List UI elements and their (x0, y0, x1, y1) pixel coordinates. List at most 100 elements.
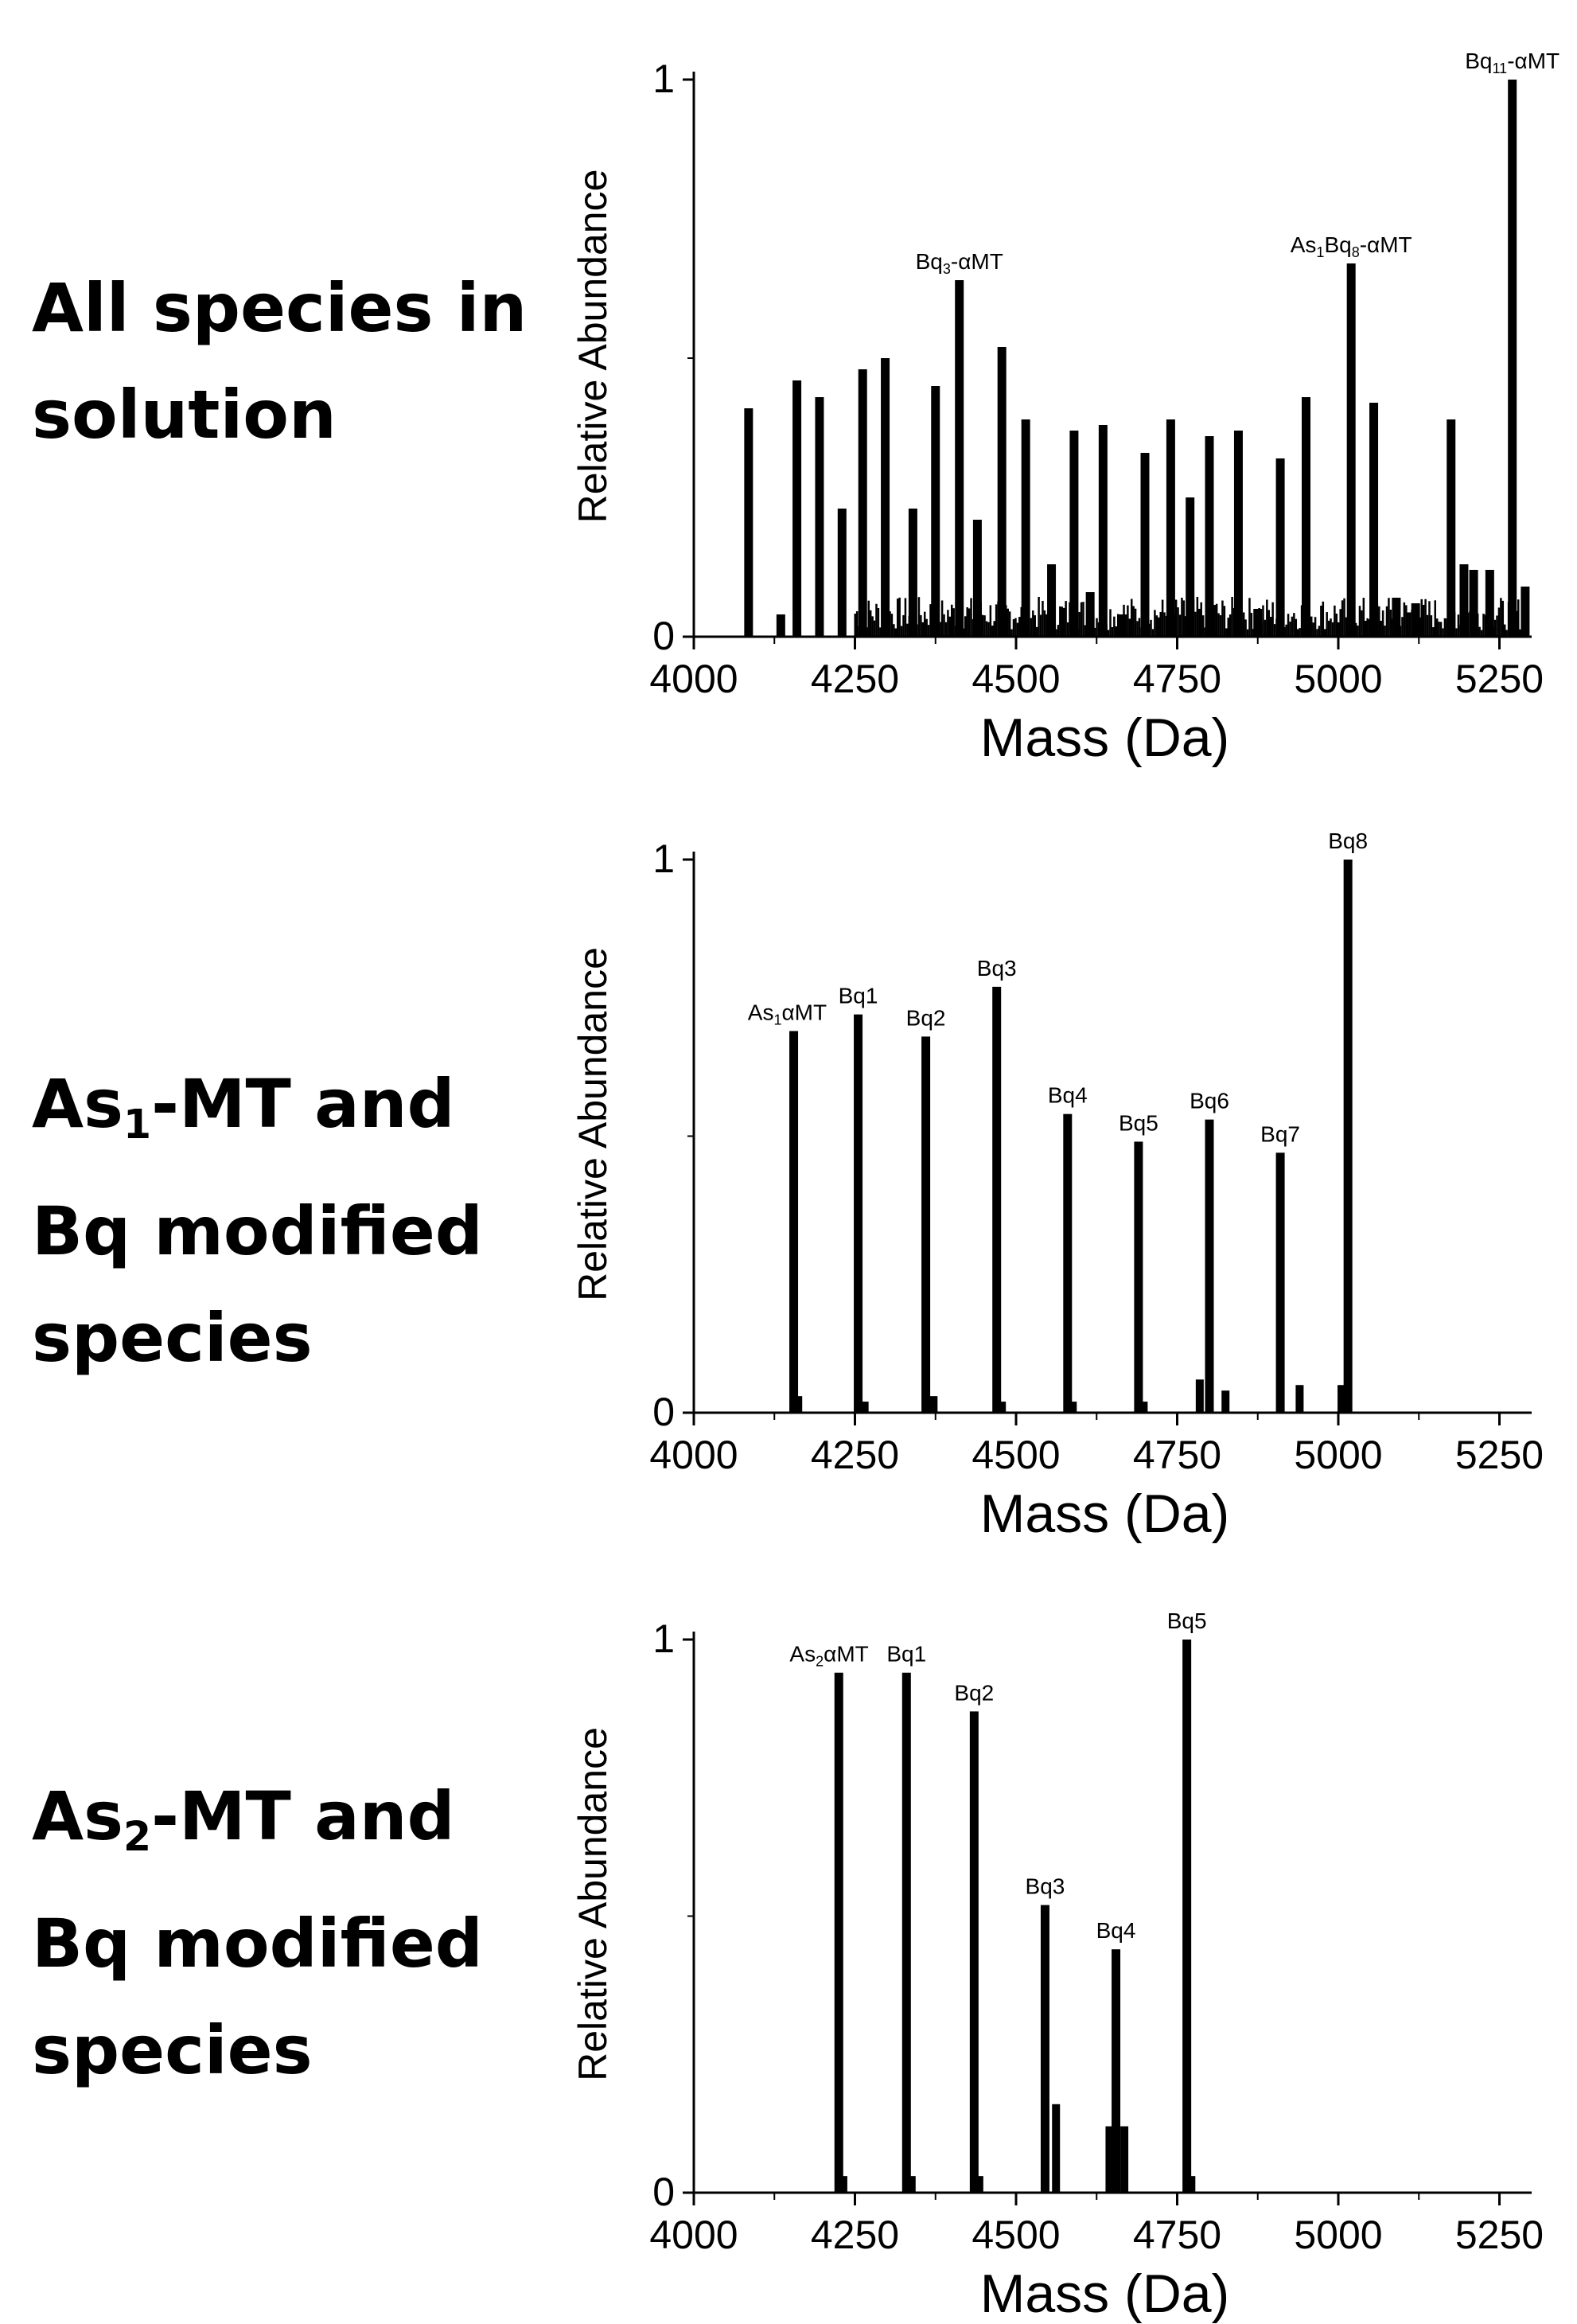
peak-bar (997, 347, 1007, 637)
noise-mark (869, 610, 872, 637)
minor-peak (975, 2176, 983, 2193)
noise-mark (1043, 610, 1046, 637)
noise-mark (1219, 614, 1222, 637)
x-tick-label: 4750 (1133, 2213, 1221, 2257)
noise-mark (902, 614, 905, 637)
noise-mark (1242, 612, 1245, 637)
noise-mark (1136, 621, 1139, 637)
noise-mark (1198, 608, 1201, 637)
peak-label: Bq2 (906, 1005, 946, 1030)
peak-label-text: Bq (1465, 49, 1492, 73)
peak-bar (1346, 263, 1356, 637)
noise-mark (1138, 618, 1141, 637)
peak-label-sub: 1 (1316, 244, 1324, 260)
peak-bar (1233, 431, 1243, 637)
noise-mark (1150, 619, 1152, 637)
noise-mark (995, 604, 998, 637)
peak-label-text: Bq5 (1119, 1110, 1158, 1135)
peak-bar (837, 509, 847, 637)
minor-peak (1221, 1390, 1230, 1413)
noise-mark (1496, 615, 1498, 637)
noise-mark (904, 598, 907, 637)
chart-1: 4000 4250 4500 4750 5000 5250 0 1 Mass (Da) Relat… (570, 49, 1559, 768)
x-tick-label: 4500 (972, 1433, 1060, 1477)
noise-mark (952, 608, 955, 637)
noise-mark (964, 616, 967, 637)
peak-label: Bq5 (1119, 1110, 1158, 1135)
minor-peak (1338, 1385, 1346, 1413)
peak-label: Bq3 (1026, 1874, 1065, 1899)
peak-bar (1047, 564, 1057, 637)
x-axis-title: Mass (Da) (980, 2264, 1230, 2324)
noise-mark (1012, 619, 1015, 637)
noise-mark (1403, 602, 1406, 637)
y-axis-title: Relative Abundance (570, 1727, 615, 2081)
noise-mark (1078, 612, 1081, 637)
noise-mark (1365, 621, 1367, 637)
peak-label: Bq7 (1260, 1121, 1300, 1146)
panel-label-line: As1-MT and (32, 1065, 455, 1148)
noise-mark (1010, 629, 1013, 637)
noise-mark (1480, 630, 1483, 637)
y-tick-label: 0 (652, 2170, 675, 2214)
noise-mark (1405, 605, 1408, 637)
minor-peak (1120, 2126, 1129, 2193)
noise-mark (923, 611, 926, 637)
peak-label-text: Bq1 (839, 984, 878, 1008)
panel-label-as2: As2-MT and Bq modified species (32, 1763, 483, 2104)
peak-label: As1αMT (748, 1000, 827, 1027)
y-axis-title: Relative Abundance (570, 170, 615, 524)
noise-mark (1057, 625, 1060, 637)
noise-mark (1285, 624, 1287, 637)
peak-bar (1253, 609, 1263, 637)
x-tick-label: 4250 (811, 1433, 899, 1477)
noise-mark (1517, 599, 1520, 637)
chart-3: 4000 4250 4500 4750 5000 5250 0 1 Mass (Da) Relat… (570, 1608, 1544, 2324)
noise-mark (1014, 618, 1017, 637)
peak-bar (854, 1014, 863, 1413)
noise-mark (1493, 619, 1497, 637)
peak-bar (1521, 587, 1530, 637)
noise-mark (1345, 617, 1348, 637)
peak-bar (901, 1672, 911, 2193)
noise-mark (925, 618, 928, 637)
x-tick-label: 4250 (811, 657, 899, 701)
noise-mark (1244, 619, 1247, 637)
noise-mark (943, 614, 945, 637)
peak-bar (969, 1711, 979, 2193)
peak-label-text: Bq2 (954, 1680, 994, 1705)
noise-mark (893, 624, 895, 637)
noise-mark (1289, 622, 1291, 637)
minor-peak (794, 1396, 803, 1413)
noise-mark (1159, 611, 1162, 637)
noise-mark (1361, 610, 1363, 637)
noise-mark (1200, 602, 1202, 637)
noise-mark (1007, 608, 1009, 637)
noise-mark (1314, 617, 1317, 637)
noise-mark (1109, 609, 1112, 637)
minor-peak (839, 2176, 847, 2193)
peak-label-text: As (789, 1642, 816, 1667)
noise-mark (1059, 606, 1061, 637)
noise-mark (985, 621, 988, 637)
noise-mark (1161, 599, 1164, 637)
noise-mark (1096, 618, 1098, 637)
peak-bar (1469, 570, 1478, 637)
noise-mark (898, 597, 901, 637)
peak-bar (1343, 860, 1353, 1413)
noise-mark (1312, 622, 1314, 637)
peak-bar (1118, 614, 1127, 637)
noise-mark (1045, 614, 1048, 637)
noise-mark (1432, 626, 1435, 637)
noise-mark (1318, 626, 1321, 637)
noise-mark (987, 622, 990, 637)
peak-label-text: Bq8 (1328, 829, 1368, 853)
noise-mark (1273, 624, 1276, 637)
noise-mark (951, 604, 953, 637)
noise-mark (1151, 629, 1155, 637)
noise-mark (894, 628, 898, 637)
peak-bar (1063, 1113, 1073, 1413)
noise-mark (1358, 606, 1361, 637)
peak-label-text: Bq3 (1026, 1874, 1065, 1899)
peak-label-text: Bq5 (1167, 1608, 1207, 1633)
